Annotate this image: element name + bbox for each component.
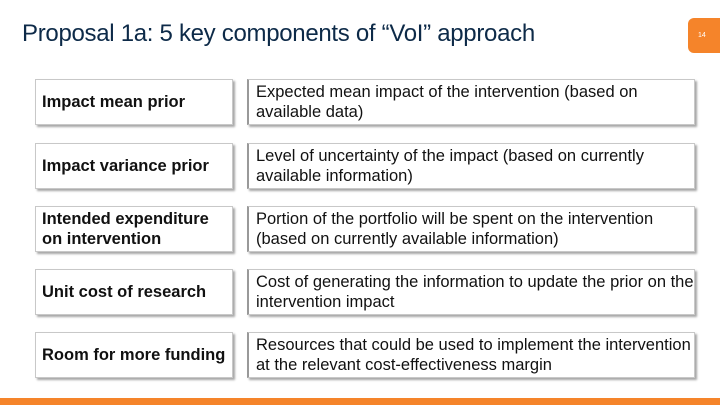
component-description: Cost of generating the information to up…: [247, 269, 695, 315]
component-label: Intended expenditure on intervention: [35, 206, 233, 252]
component-label: Unit cost of research: [35, 269, 233, 315]
slide-title: Proposal 1a: 5 key components of “VoI” a…: [22, 20, 535, 47]
component-label: Impact variance prior: [35, 143, 233, 189]
component-label: Room for more funding: [35, 332, 233, 378]
footer-accent-bar: [0, 398, 720, 405]
component-description: Level of uncertainty of the impact (base…: [247, 143, 695, 189]
component-description: Expected mean impact of the intervention…: [247, 79, 695, 125]
page-number-badge: 14: [688, 18, 720, 53]
component-label: Impact mean prior: [35, 79, 233, 125]
component-description: Resources that could be used to implemen…: [247, 332, 695, 378]
component-description: Portion of the portfolio will be spent o…: [247, 206, 695, 252]
